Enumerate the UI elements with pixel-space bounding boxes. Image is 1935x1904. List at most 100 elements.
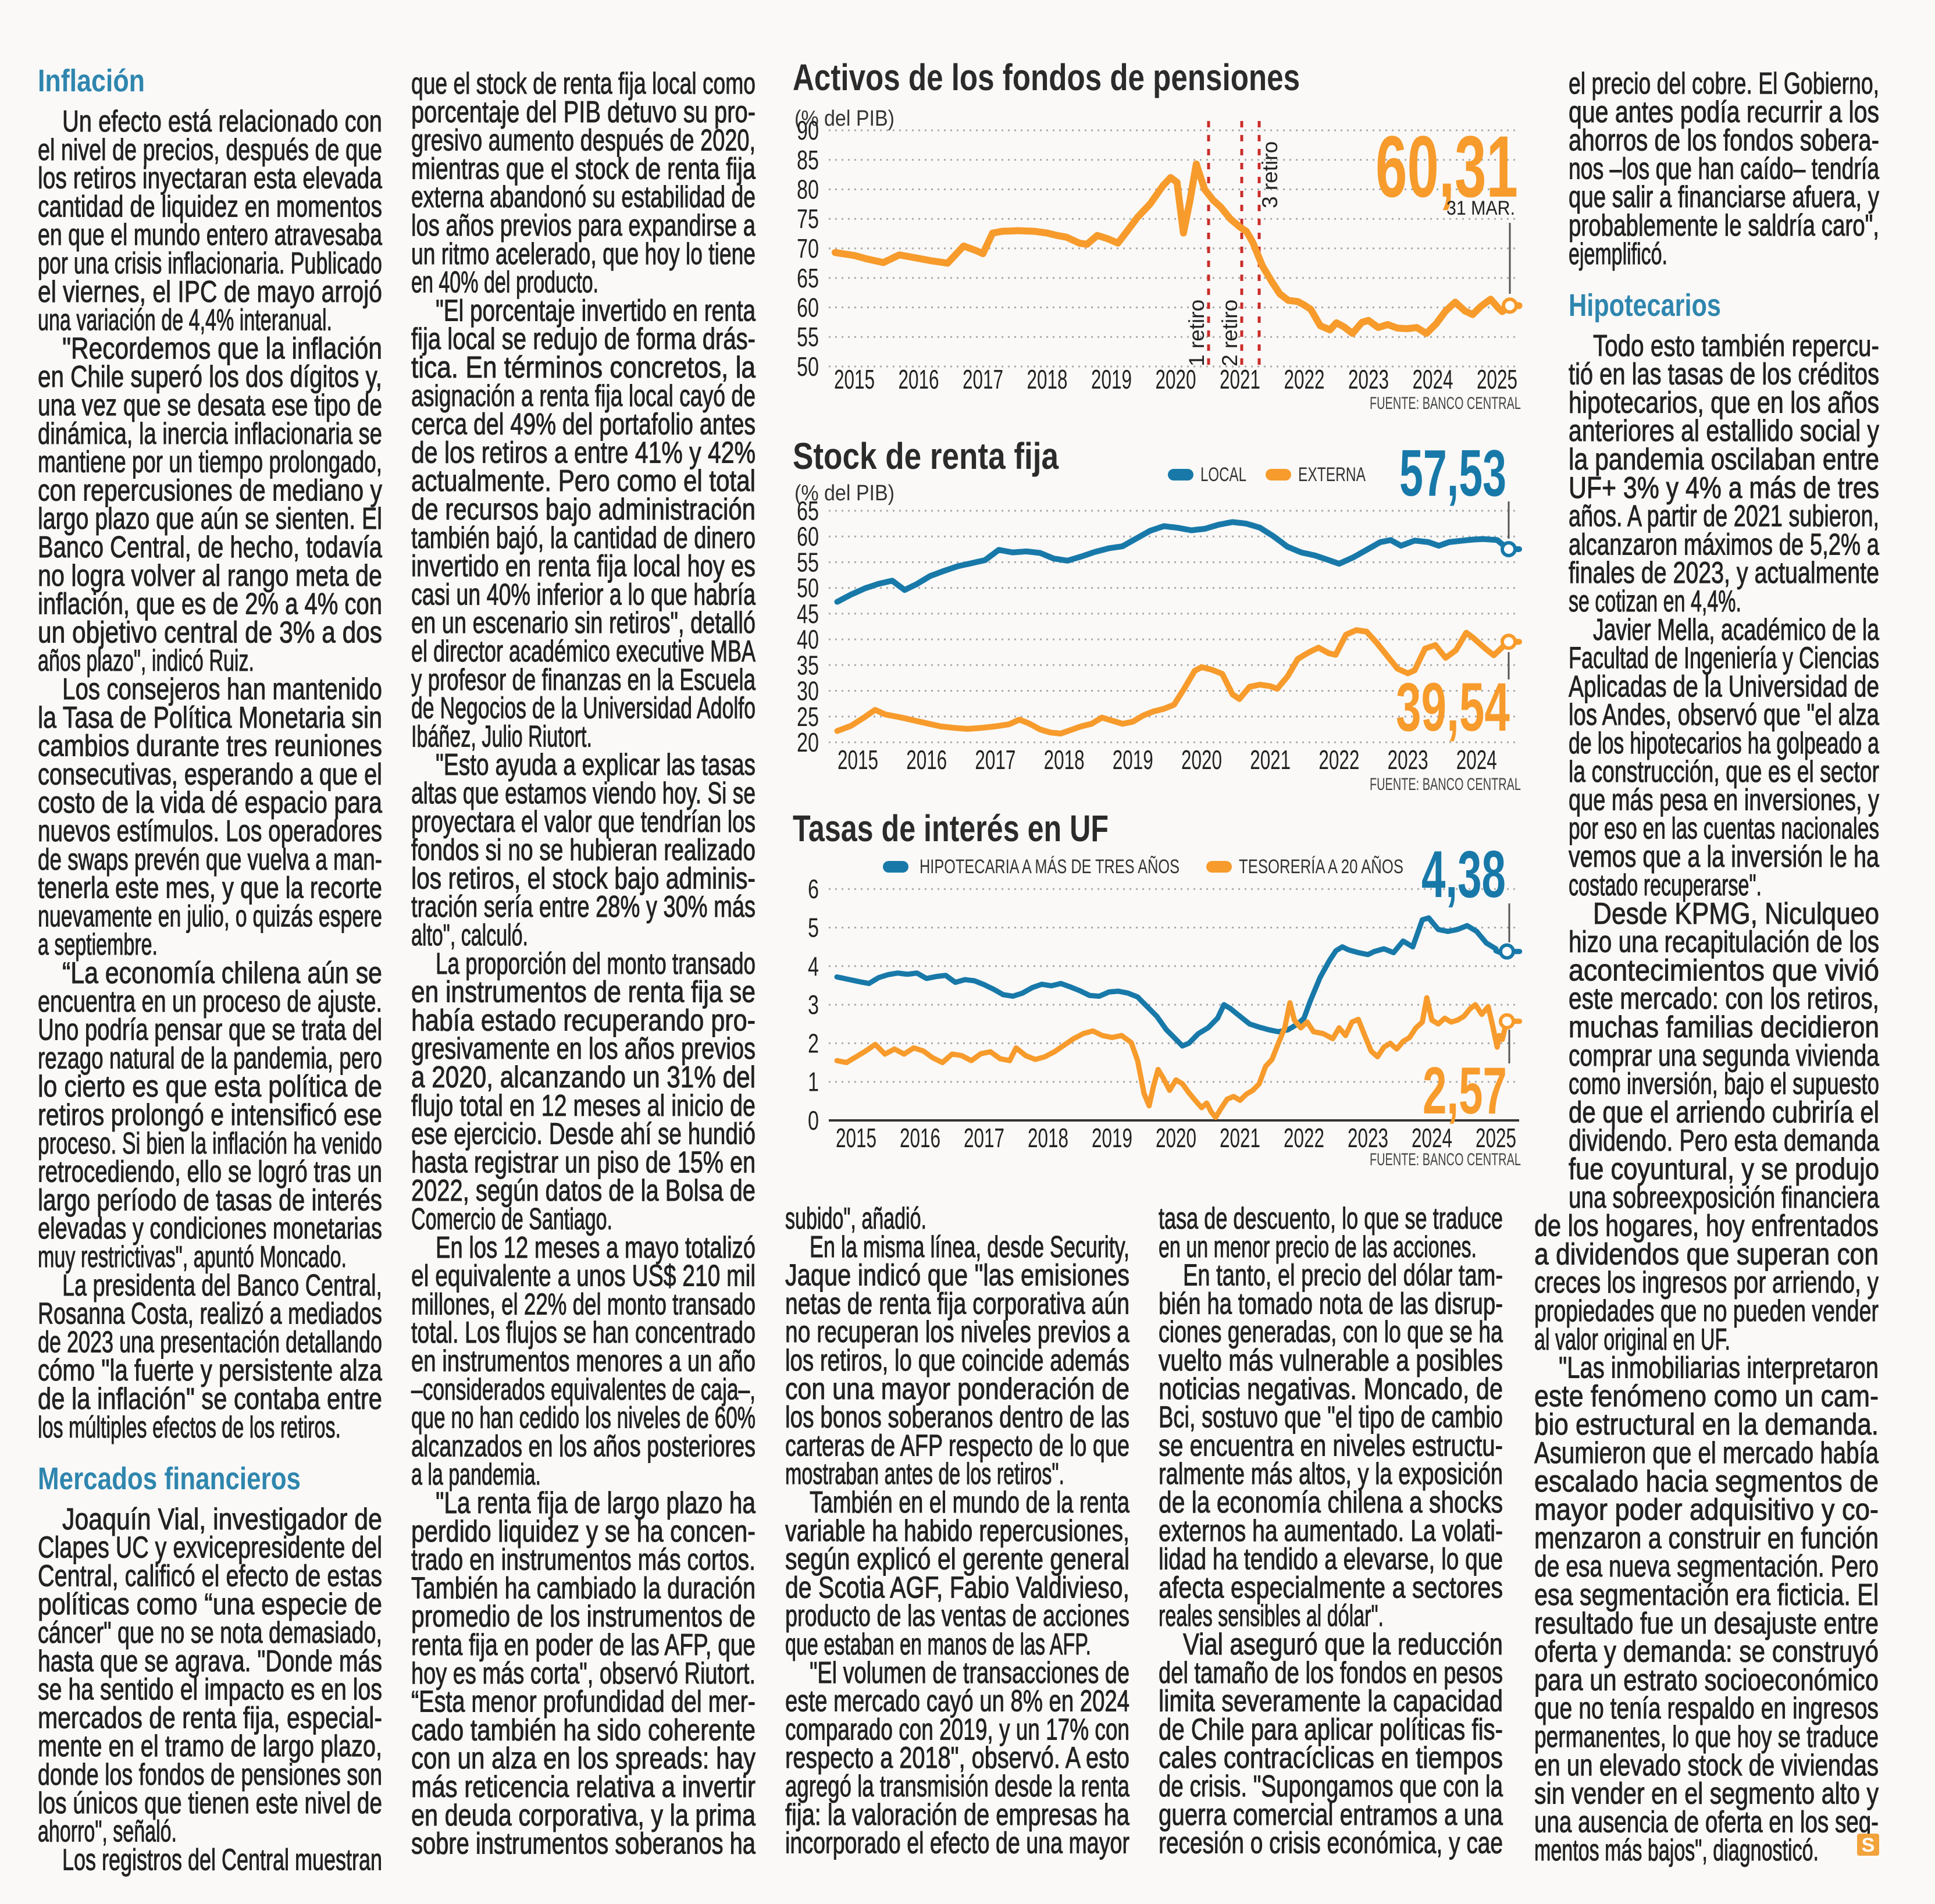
svg-text:Facultad de Ingeniería y Cienc: Facultad de Ingeniería y Ciencias [1569, 642, 1879, 675]
svg-text:"Recordemos que la inflación: "Recordemos que la inflación [62, 332, 382, 365]
svg-text:2015: 2015 [836, 1123, 876, 1153]
svg-text:con un alza en los spreads: ha: con un alza en los spreads: hay [411, 1742, 756, 1775]
svg-text:hasta registrar un piso de 15%: hasta registrar un piso de 15% en [411, 1145, 756, 1179]
svg-text:3: 3 [808, 990, 819, 1020]
svg-text:2015: 2015 [838, 745, 878, 775]
svg-text:de crisis. "Supongamos que con: de crisis. "Supongamos que con la [1159, 1770, 1503, 1803]
svg-text:respecto a 2018", observó. A e: respecto a 2018", observó. A esto [785, 1741, 1129, 1775]
svg-text:LOCAL: LOCAL [1200, 464, 1246, 486]
svg-text:2017: 2017 [963, 364, 1003, 394]
svg-text:perdido liquidez y se ha conce: perdido liquidez y se ha concen- [411, 1515, 756, 1549]
svg-text:que salir a financiarse afuera: que salir a financiarse afuera, y [1569, 180, 1879, 214]
svg-text:rezago natural de la pandemia,: rezago natural de la pandemia, pero [38, 1041, 382, 1075]
svg-text:2023: 2023 [1348, 364, 1389, 394]
svg-text:Todo esto también repercu-: Todo esto también repercu- [1593, 329, 1879, 363]
svg-text:renta fija en poder de las AFP: renta fija en poder de las AFP, que [411, 1628, 756, 1662]
svg-text:Clapes UC y exvicepresidente d: Clapes UC y exvicepresidente del [38, 1531, 382, 1565]
svg-text:2020: 2020 [1181, 745, 1222, 775]
svg-text:mientras que el stock de renta: mientras que el stock de renta fija [411, 152, 756, 186]
svg-text:31 MAR.: 31 MAR. [1446, 197, 1515, 219]
svg-text:se ha sentido el impacto es en: se ha sentido el impacto es en los [38, 1673, 382, 1707]
svg-text:de swaps prevén que vuelva a m: de swaps prevén que vuelva a man- [38, 843, 382, 877]
svg-text:que antes podía recurrir a los: que antes podía recurrir a los [1569, 95, 1879, 129]
svg-text:1: 1 [808, 1067, 819, 1097]
svg-text:de Chile para aplicar política: de Chile para aplicar políticas fis- [1159, 1713, 1503, 1746]
svg-text:dinámica, la inercia inflacion: dinámica, la inercia inflacionaria se [38, 417, 382, 451]
svg-text:2016: 2016 [906, 745, 947, 775]
svg-text:consecutivas, esperando a que: consecutivas, esperando a que el [38, 757, 382, 791]
svg-text:tasa de descuento, lo que se t: tasa de descuento, lo que se traduce [1159, 1202, 1503, 1236]
svg-text:2022: 2022 [1318, 745, 1359, 775]
svg-text:y profesor de finanzas en la E: y profesor de finanzas en la Escuela [411, 663, 756, 697]
svg-text:nuevamente en julio, o quizás: nuevamente en julio, o quizás espere [38, 899, 382, 933]
svg-text:En los 12 meses a mayo totaliz: En los 12 meses a mayo totalizó [436, 1231, 756, 1265]
svg-text:al valor original en UF.: al valor original en UF. [1534, 1323, 1730, 1357]
svg-text:1 retiro: 1 retiro [1185, 300, 1209, 366]
svg-text:recesión o crisis económica, y: recesión o crisis económica, y cae [1159, 1827, 1503, 1860]
svg-text:variable ha habido repercusion: variable ha habido repercusiones, [785, 1514, 1129, 1548]
svg-text:Los registros del Central mues: Los registros del Central muestran [62, 1843, 382, 1877]
svg-text:alto", calculó.: alto", calculó. [411, 919, 528, 952]
svg-text:45: 45 [797, 599, 819, 629]
svg-text:Tasas de interés en UF: Tasas de interés en UF [793, 807, 1109, 849]
svg-text:sin vender en el segmento alto: sin vender en el segmento alto y [1534, 1777, 1879, 1811]
svg-text:2023: 2023 [1348, 1123, 1388, 1153]
svg-text:FUENTE: BANCO CENTRAL: FUENTE: BANCO CENTRAL [1370, 775, 1521, 794]
svg-text:externa abandonó su estabilida: externa abandonó su estabilidad de [411, 180, 756, 214]
svg-text:Inflación: Inflación [38, 63, 145, 98]
svg-text:vemos que a la inversión le ha: vemos que a la inversión le ha [1569, 840, 1879, 874]
svg-text:cado también ha sido coherente: cado también ha sido coherente [411, 1713, 756, 1747]
svg-text:de los hogares, hoy enfrentado: de los hogares, hoy enfrentados [1534, 1209, 1879, 1243]
svg-text:FUENTE: BANCO CENTRAL: FUENTE: BANCO CENTRAL [1370, 394, 1521, 413]
svg-text:en un menor precio de las acci: en un menor precio de las acciones. [1159, 1230, 1477, 1264]
svg-text:los Andes, observó que "el alz: los Andes, observó que "el alza [1569, 698, 1879, 732]
svg-text:lidad ha tendido a elevarse, l: lidad ha tendido a elevarse, lo que [1159, 1543, 1503, 1576]
svg-text:nuevos estímulos. Los operador: nuevos estímulos. Los operadores [38, 814, 382, 848]
svg-text:en deuda corporativa, y la pri: en deuda corporativa, y la prima [411, 1799, 756, 1832]
svg-text:proceso. Si bien la inflación: proceso. Si bien la inflación ha venido [38, 1127, 382, 1161]
svg-text:el equivalente a unos US$ 210: el equivalente a unos US$ 210 mil [411, 1259, 756, 1293]
svg-text:65: 65 [797, 263, 819, 293]
svg-text:de que el arriendo cubriría el: de que el arriendo cubriría el [1569, 1095, 1879, 1129]
svg-text:cambios durante tres reuniones: cambios durante tres reuniones [38, 729, 382, 763]
svg-text:acontecimientos que vivió: acontecimientos que vivió [1569, 953, 1879, 987]
svg-text:2020: 2020 [1156, 1123, 1196, 1153]
svg-text:en 40% del producto.: en 40% del producto. [411, 266, 598, 300]
svg-text:el viernes, el IPC de mayo arr: el viernes, el IPC de mayo arrojó [38, 275, 382, 309]
svg-text:de esa nueva segmentación. Per: de esa nueva segmentación. Pero [1534, 1550, 1879, 1583]
svg-text:Asumieron que el mercado había: Asumieron que el mercado había [1534, 1436, 1879, 1470]
svg-text:2019: 2019 [1092, 1123, 1132, 1153]
svg-text:Central, calificó el efecto de: Central, calificó el efecto de estas [38, 1559, 382, 1593]
svg-text:La proporción del monto transa: La proporción del monto transado [436, 947, 756, 981]
svg-text:HIPOTECARIA A MÁS DE TRES AÑOS: HIPOTECARIA A MÁS DE TRES AÑOS [920, 856, 1179, 878]
svg-text:a 2020, alcanzando un 31% del: a 2020, alcanzando un 31% del [411, 1060, 756, 1094]
svg-text:como inversión, bajo el supues: como inversión, bajo el supuesto [1569, 1067, 1879, 1101]
svg-text:TESORERÍA A 20 AÑOS: TESORERÍA A 20 AÑOS [1239, 856, 1403, 878]
svg-text:menzaron a construir en funció: menzaron a construir en función [1534, 1521, 1879, 1555]
svg-text:en instrumentos de renta fija: en instrumentos de renta fija se [411, 976, 756, 1009]
svg-text:largo plazo que aún se sienten: largo plazo que aún se sienten. El [38, 502, 382, 536]
svg-text:ese ejercicio. Desde ahí se hu: ese ejercicio. Desde ahí se hundió [411, 1118, 756, 1151]
svg-text:60: 60 [797, 293, 819, 323]
svg-text:con una mayor ponderación de: con una mayor ponderación de [785, 1372, 1129, 1406]
svg-text:Banco Central, de hecho, todav: Banco Central, de hecho, todavía [38, 531, 382, 564]
svg-text:–considerados equivalentes de: –considerados equivalentes de caja–, [411, 1373, 756, 1407]
svg-text:casi un 40% inferior a lo que: casi un 40% inferior a lo que habría [411, 578, 756, 611]
svg-text:Comercio de Santiago.: Comercio de Santiago. [411, 1202, 612, 1236]
svg-text:55: 55 [797, 547, 819, 577]
svg-text:este mercado cayó un 8% en 202: este mercado cayó un 8% en 2024 [785, 1685, 1129, 1718]
svg-text:Un efecto está relacionado con: Un efecto está relacionado con [62, 105, 382, 138]
svg-text:Ibáñez, Julio Riutort.: Ibáñez, Julio Riutort. [411, 720, 592, 753]
svg-text:los años previos para expandir: los años previos para expandirse a [411, 209, 756, 243]
svg-text:2022: 2022 [1284, 1123, 1324, 1153]
svg-text:tración sería entre 28% y 30%: tración sería entre 28% y 30% más [411, 890, 756, 924]
svg-text:total. Los flujos se han conce: total. Los flujos se han concentrado [411, 1316, 756, 1350]
svg-text:Joaquín Vial, investigador de: Joaquín Vial, investigador de [62, 1503, 382, 1536]
svg-text:más reticencia relativa a inve: más reticencia relativa a invertir [411, 1770, 756, 1804]
svg-text:externos ha aumentado. La vola: externos ha aumentado. La volati- [1159, 1514, 1503, 1548]
svg-text:5: 5 [808, 913, 819, 943]
svg-text:2022, según datos de la Bolsa: 2022, según datos de la Bolsa de [411, 1174, 756, 1208]
svg-text:muy restrictivas", apuntó Monc: muy restrictivas", apuntó Moncado. [38, 1240, 347, 1274]
svg-text:un ritmo acelerado, que hoy lo: un ritmo acelerado, que hoy lo tiene [411, 237, 756, 271]
svg-text:Desde KPMG, Niculqueo: Desde KPMG, Niculqueo [1593, 897, 1879, 931]
